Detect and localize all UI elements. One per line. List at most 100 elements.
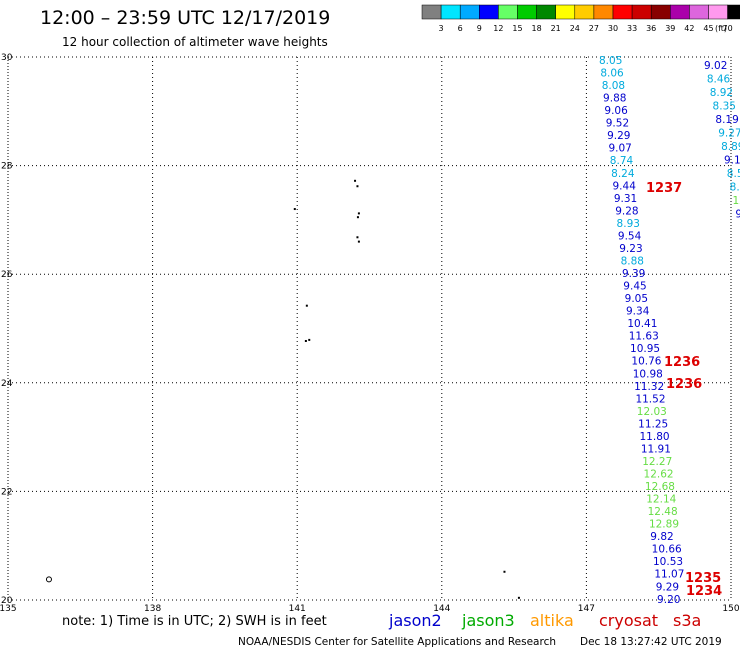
- legend-swatch: [422, 5, 441, 19]
- legend-swatch: [498, 5, 517, 19]
- legend-label: 9: [477, 24, 482, 33]
- x-tick-label: 138: [144, 604, 161, 614]
- time-label: 1236: [664, 355, 700, 370]
- track-b-value: 9.02: [704, 60, 727, 72]
- satellite-label-jason2: jason2: [388, 611, 442, 630]
- track-a-value: 9.54: [618, 230, 642, 242]
- y-tick-label: 24: [1, 379, 13, 389]
- track-a-value: 11.63: [629, 331, 659, 343]
- land-dot: [356, 236, 358, 238]
- y-tick-label: 20: [1, 596, 13, 606]
- track-b-value: 8.: [730, 182, 740, 194]
- track-a-value: 11.07: [654, 569, 684, 581]
- legend-swatch: [632, 5, 651, 19]
- time-label: 1236: [666, 377, 702, 392]
- track-b-value: 8.5: [727, 168, 740, 180]
- track-a-value: 11.91: [641, 443, 671, 455]
- land-dot: [294, 208, 296, 210]
- y-tick-label: 26: [1, 270, 13, 280]
- legend-swatch: [651, 5, 670, 19]
- y-tick-label: 28: [1, 162, 13, 172]
- legend-label: 21: [551, 24, 561, 33]
- x-tick-label: 150: [722, 604, 739, 614]
- track-a-value: 9.45: [623, 281, 646, 293]
- track-a-value: 10.76: [631, 356, 661, 368]
- time-label: 1234: [686, 584, 722, 599]
- track-a-values: 8.058.068.089.889.069.529.299.078.748.24…: [599, 55, 684, 606]
- track-a-value: 9.82: [650, 531, 673, 543]
- track-a-value: 9.23: [619, 243, 642, 255]
- track-b-value: 9: [735, 209, 740, 221]
- track-b-values: 9.028.468.928.358.199.278.899.18.58.129: [704, 60, 740, 221]
- track-a-value: 8.88: [621, 255, 644, 267]
- track-a-value: 10.66: [652, 544, 682, 556]
- track-a-value: 11.25: [638, 418, 668, 430]
- track-b-value: 12: [733, 195, 740, 207]
- track-b-value: 8.46: [707, 74, 731, 86]
- track-a-value: 8.05: [599, 55, 622, 67]
- track-a-value: 12.14: [646, 494, 676, 506]
- footer-timestamp: Dec 18 13:27:42 UTC 2019: [580, 636, 722, 648]
- legend-unit: (ft): [715, 24, 727, 33]
- track-a-value: 8.93: [617, 218, 640, 230]
- track-a-value: 9.34: [626, 306, 650, 318]
- legend-label: 36: [646, 24, 656, 33]
- track-a-value: 12.27: [642, 456, 672, 468]
- track-a-value: 8.74: [610, 155, 634, 167]
- legend-label: 6: [458, 24, 463, 33]
- track-b-value: 8.89: [721, 141, 740, 153]
- legend-label: 30: [608, 24, 618, 33]
- legend-swatch: [613, 5, 632, 19]
- footer-note: note: 1) Time is in UTC; 2) SWH is in fe…: [62, 614, 327, 629]
- land-dots: [46, 180, 519, 599]
- legend-label: 33: [627, 24, 637, 33]
- track-a-value: 9.28: [615, 205, 638, 217]
- track-b-value: 9.1: [724, 155, 740, 167]
- legend-swatch: [670, 5, 689, 19]
- track-a-value: 12.48: [648, 506, 678, 518]
- legend-swatch: [594, 5, 613, 19]
- track-a-value: 9.20: [657, 594, 680, 606]
- track-a-value: 8.24: [611, 168, 635, 180]
- legend-label: 24: [570, 24, 580, 33]
- land-dot: [356, 185, 358, 187]
- track-a-value: 12.62: [644, 468, 674, 480]
- legend-label: 45: [703, 24, 713, 33]
- land-dot: [503, 571, 505, 573]
- legend-label: 3: [439, 24, 444, 33]
- chart-subtitle: 12 hour collection of altimeter wave hei…: [62, 35, 328, 49]
- track-a-value: 12.68: [645, 481, 675, 493]
- track-a-value: 9.44: [613, 180, 637, 192]
- track-a-value: 9.06: [604, 105, 628, 117]
- track-a-value: 9.88: [603, 93, 626, 105]
- legend-label: 39: [665, 24, 675, 33]
- track-a-value: 10.98: [633, 368, 663, 380]
- satellite-label-cryosat: cryosat: [599, 611, 658, 630]
- legend-label: 12: [493, 24, 503, 33]
- track-a-value: 9.05: [625, 293, 648, 305]
- open-circle-marker: [46, 577, 51, 582]
- x-tick-label: 147: [578, 604, 595, 614]
- track-a-value: 9.29: [656, 581, 679, 593]
- track-a-value: 10.95: [630, 343, 660, 355]
- chart-title: 12:00 – 23:59 UTC 12/17/2019: [40, 7, 330, 29]
- land-dot: [357, 216, 359, 218]
- track-a-value: 9.52: [606, 118, 629, 130]
- legend-swatch: [441, 5, 460, 19]
- track-a-value: 11.80: [640, 431, 670, 443]
- track-b-value: 8.92: [710, 87, 733, 99]
- track-a-value: 8.08: [602, 80, 625, 92]
- legend-label: 18: [532, 24, 542, 33]
- track-a-value: 12.89: [649, 519, 679, 531]
- legend-swatch: [518, 5, 537, 19]
- legend-swatch: [556, 5, 575, 19]
- y-tick-label: 22: [1, 487, 12, 497]
- x-tick-label: 141: [289, 604, 306, 614]
- land-dot: [358, 241, 360, 243]
- track-a-value: 9.07: [608, 143, 631, 155]
- satellite-label-s3a: s3a: [673, 611, 701, 630]
